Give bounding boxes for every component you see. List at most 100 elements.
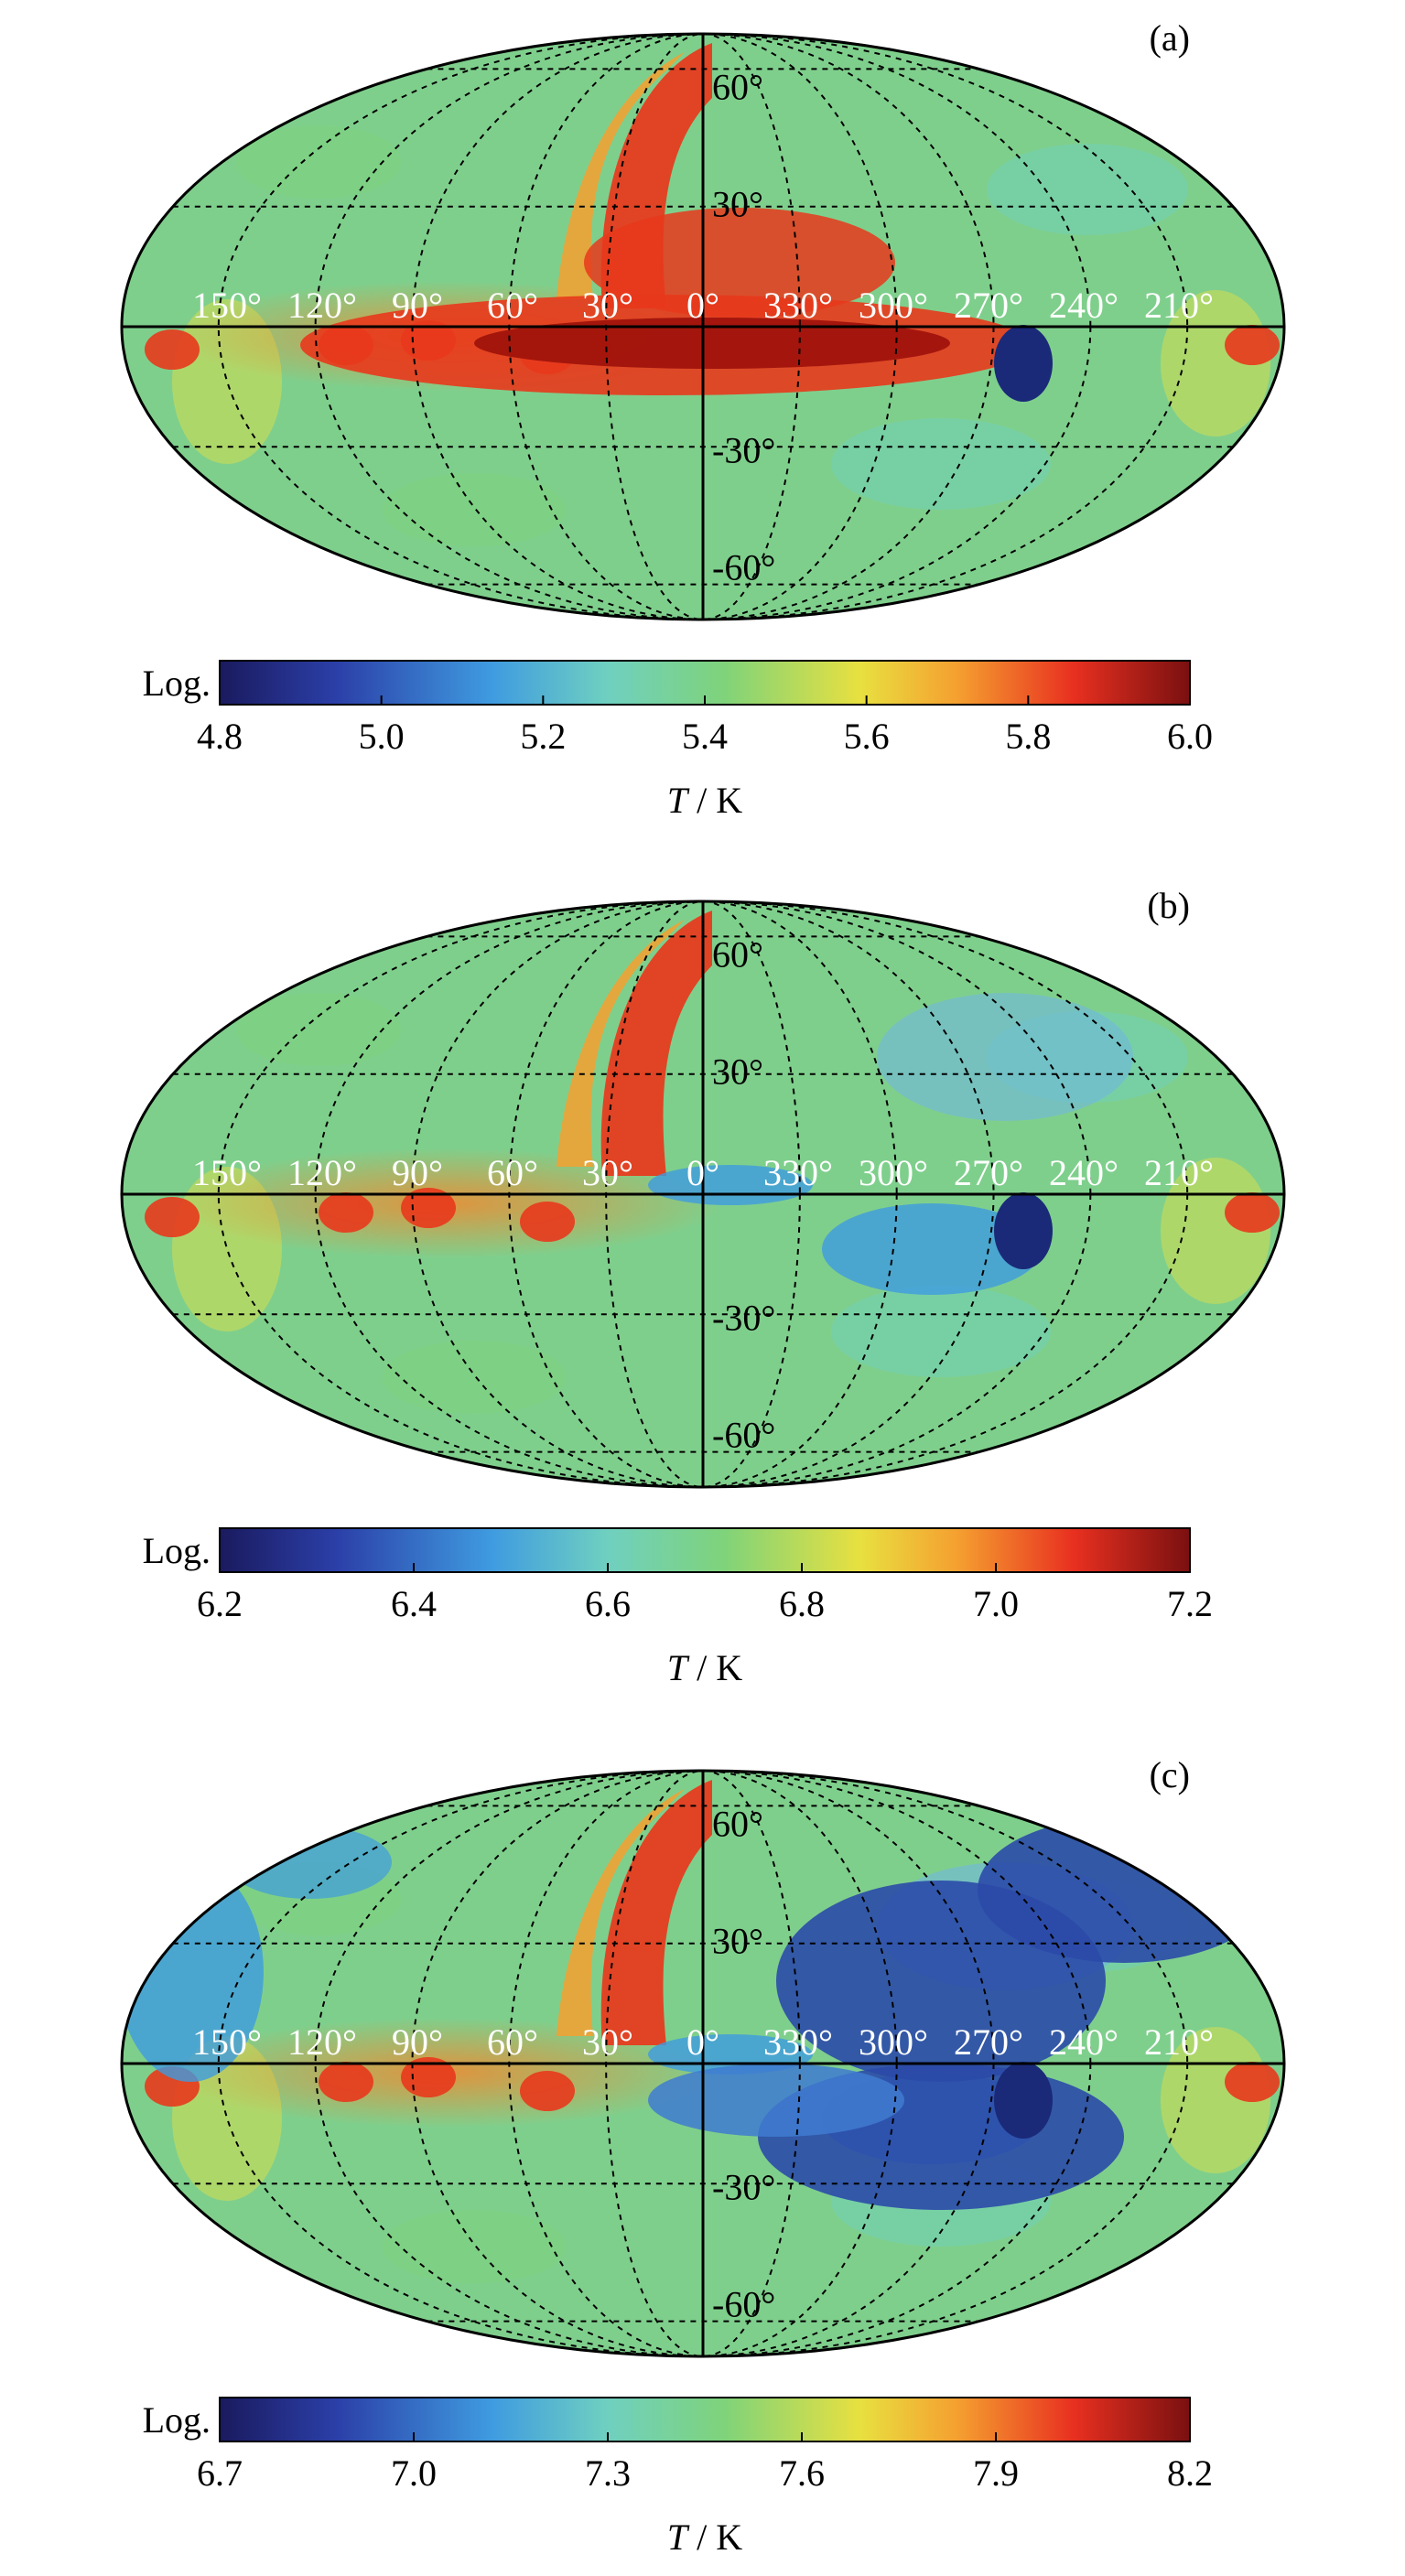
longitude-label: 300° [859, 285, 928, 326]
hot-spot [1225, 1192, 1280, 1233]
longitude-label: 300° [859, 1152, 928, 1193]
temperature-patch [383, 473, 566, 546]
hot-spot [145, 329, 200, 370]
longitude-label: 330° [763, 285, 833, 326]
map-outline [120, 32, 1286, 621]
temperature-patch [831, 418, 1051, 510]
colorbar-prefix: Log. [143, 2399, 211, 2441]
longitude-label: 90° [392, 2021, 443, 2063]
map-features [145, 43, 1280, 546]
spur-halo [557, 52, 685, 299]
longitude-label: 270° [954, 2021, 1023, 2063]
longitude-label: 30° [582, 1152, 633, 1193]
colorbar-tick-label: 6.8 [779, 1583, 825, 1624]
hot-spot [319, 2062, 373, 2102]
hot-spot [520, 1202, 575, 1242]
colorbar-tick-label: 7.6 [779, 2452, 825, 2494]
colorbar-tick-label: 7.2 [1167, 1583, 1213, 1624]
colorbar-axis-variable: T [667, 780, 690, 821]
hot-spot [1225, 325, 1280, 365]
cold-bubble [994, 1192, 1053, 1269]
latitude-label: -30° [712, 2166, 775, 2207]
colorbar-gradient [219, 2397, 1191, 2442]
colorbar-tick-label: 8.2 [1167, 2452, 1213, 2494]
longitude-label: 210° [1144, 2021, 1214, 2063]
colorbar-axis-variable: T [667, 2517, 690, 2558]
colorbar-prefix: Log. [143, 663, 211, 704]
colorbar: Log. 6.7 7.0 7.3 7.6 7.9 8.2 T / K [143, 2397, 1213, 2558]
galactic-plane-core [474, 318, 950, 369]
temperature-patch [383, 2210, 566, 2283]
colorbar: Log. 6.2 6.4 6.6 6.8 7.0 7.2 T / K [143, 1527, 1213, 1688]
longitude-label: 150° [192, 2021, 262, 2063]
latitude-label: 60° [712, 934, 763, 975]
longitude-label: 0° [686, 2021, 719, 2063]
colorbar-tick-label: 5.6 [844, 716, 890, 757]
panel-label: (c) [1150, 1754, 1190, 1795]
colorbar: Log. 4.8 5.0 5.2 5.4 5.6 5.8 6.0 T / K [143, 660, 1213, 821]
longitude-label: 90° [392, 285, 443, 326]
colorbar-axis-label: T / K [667, 780, 742, 821]
colorbar-axis-label: T / K [667, 2517, 742, 2558]
colorbar-axis-variable: T [667, 1647, 690, 1688]
longitude-label: 60° [487, 2021, 538, 2063]
map-panel: 150° 120° 90° 60° 30° 0° 330° 300° 270° 240° 210° 6… [120, 1754, 1286, 2358]
longitude-label: 240° [1049, 1152, 1119, 1193]
latitude-label: -30° [712, 1297, 775, 1338]
cool-halo [877, 993, 1133, 1121]
longitude-label: 150° [192, 285, 262, 326]
colorbar-tick-label: 7.0 [391, 2452, 437, 2494]
colorbar-tick-label: 6.6 [585, 1583, 631, 1624]
cold-region-far-north [978, 1816, 1270, 1963]
colorbar-tick-label: 6.0 [1167, 716, 1213, 757]
colorbar-tick-label: 5.4 [682, 716, 728, 757]
latitude-label: -60° [712, 2283, 775, 2324]
colorbar-tick-label: 6.7 [197, 2452, 243, 2494]
latitude-label: 30° [712, 1921, 763, 1962]
longitude-label: 240° [1049, 2021, 1119, 2063]
longitude-label: 120° [287, 285, 357, 326]
longitude-label: 120° [287, 2021, 357, 2063]
temperature-patch [831, 1286, 1051, 1377]
longitude-label: 30° [582, 2021, 633, 2063]
temperature-patch [987, 144, 1188, 235]
map-features [145, 911, 1280, 1414]
colorbar-tick-label: 7.3 [585, 2452, 631, 2494]
cool-left-top [227, 1826, 392, 1899]
bulge-hot [584, 208, 895, 318]
hot-spot [401, 2057, 456, 2097]
colorbar-tick-label: 7.0 [973, 1583, 1019, 1624]
longitude-label: 300° [859, 2021, 928, 2063]
latitude-label: 30° [712, 184, 763, 225]
colorbar-tick-label: 4.8 [197, 716, 243, 757]
cold-bubble [994, 325, 1053, 402]
colorbar-tick-label: 6.2 [197, 1583, 243, 1624]
latitude-label: -60° [712, 546, 775, 587]
panel-label: (a) [1150, 17, 1190, 59]
map-outline [120, 1769, 1286, 2358]
cold-bubble [994, 2062, 1053, 2139]
longitude-label: 330° [763, 1152, 833, 1193]
map-outline [120, 900, 1286, 1489]
hot-spot [319, 1192, 373, 1233]
longitude-label: 330° [763, 2021, 833, 2063]
temperature-patch [236, 993, 401, 1066]
latitude-label: -60° [712, 1414, 775, 1455]
longitude-label: 270° [954, 285, 1023, 326]
longitude-label: 270° [954, 1152, 1023, 1193]
hot-spot [520, 2071, 575, 2111]
longitude-label: 150° [192, 1152, 262, 1193]
colorbar-prefix: Log. [143, 1530, 211, 1571]
longitude-label: 60° [487, 285, 538, 326]
longitude-label: 90° [392, 1152, 443, 1193]
colorbar-tick-label: 5.2 [520, 716, 566, 757]
latitude-label: 60° [712, 1804, 763, 1845]
cool-lobe [822, 1203, 1042, 1295]
hot-spot [1225, 2062, 1280, 2102]
longitude-label: 210° [1144, 1152, 1214, 1193]
colorbar-tick-label: 7.9 [973, 2452, 1019, 2494]
cold-plane [648, 2064, 904, 2137]
latitude-label: 60° [712, 67, 763, 108]
colorbar-axis-unit: / K [687, 780, 742, 821]
